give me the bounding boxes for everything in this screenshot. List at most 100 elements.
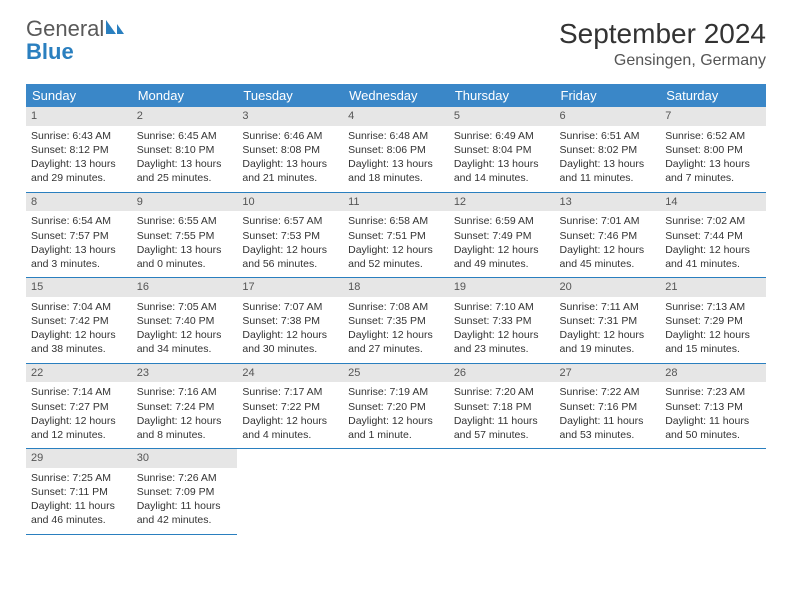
sunrise-text: Sunrise: 6:54 AM bbox=[31, 214, 127, 228]
daylight-text: and 21 minutes. bbox=[242, 171, 338, 185]
calendar-day-cell: 9Sunrise: 6:55 AMSunset: 7:55 PMDaylight… bbox=[132, 192, 238, 278]
daylight-text: Daylight: 13 hours bbox=[348, 157, 444, 171]
daylight-text: and 52 minutes. bbox=[348, 257, 444, 271]
daylight-text: and 8 minutes. bbox=[137, 428, 233, 442]
calendar-week-row: 22Sunrise: 7:14 AMSunset: 7:27 PMDayligh… bbox=[26, 363, 766, 449]
sunset-text: Sunset: 7:38 PM bbox=[242, 314, 338, 328]
weekday-header: Saturday bbox=[660, 84, 766, 107]
logo-word2: Blue bbox=[26, 41, 126, 63]
sunset-text: Sunset: 7:51 PM bbox=[348, 229, 444, 243]
sunset-text: Sunset: 7:29 PM bbox=[665, 314, 761, 328]
day-number: 12 bbox=[449, 193, 555, 212]
sunset-text: Sunset: 7:11 PM bbox=[31, 485, 127, 499]
calendar-day-cell: 23Sunrise: 7:16 AMSunset: 7:24 PMDayligh… bbox=[132, 363, 238, 449]
sunset-text: Sunset: 8:02 PM bbox=[560, 143, 656, 157]
sunset-text: Sunset: 8:06 PM bbox=[348, 143, 444, 157]
sunset-text: Sunset: 7:35 PM bbox=[348, 314, 444, 328]
sunrise-text: Sunrise: 7:25 AM bbox=[31, 471, 127, 485]
calendar-day-cell bbox=[343, 449, 449, 535]
title-block: September 2024 Gensingen, Germany bbox=[559, 18, 766, 70]
calendar-day-cell bbox=[555, 449, 661, 535]
daylight-text: Daylight: 11 hours bbox=[454, 414, 550, 428]
day-number: 24 bbox=[237, 364, 343, 383]
day-number: 7 bbox=[660, 107, 766, 126]
daylight-text: Daylight: 13 hours bbox=[665, 157, 761, 171]
daylight-text: Daylight: 12 hours bbox=[348, 414, 444, 428]
day-number: 9 bbox=[132, 193, 238, 212]
calendar-day-cell: 13Sunrise: 7:01 AMSunset: 7:46 PMDayligh… bbox=[555, 192, 661, 278]
daylight-text: and 4 minutes. bbox=[242, 428, 338, 442]
calendar-day-cell: 29Sunrise: 7:25 AMSunset: 7:11 PMDayligh… bbox=[26, 449, 132, 535]
calendar-day-cell: 26Sunrise: 7:20 AMSunset: 7:18 PMDayligh… bbox=[449, 363, 555, 449]
calendar-day-cell: 22Sunrise: 7:14 AMSunset: 7:27 PMDayligh… bbox=[26, 363, 132, 449]
daylight-text: Daylight: 12 hours bbox=[665, 243, 761, 257]
day-number: 15 bbox=[26, 278, 132, 297]
day-number: 26 bbox=[449, 364, 555, 383]
daylight-text: Daylight: 13 hours bbox=[454, 157, 550, 171]
daylight-text: and 38 minutes. bbox=[31, 342, 127, 356]
calendar-table: Sunday Monday Tuesday Wednesday Thursday… bbox=[26, 84, 766, 535]
day-number: 14 bbox=[660, 193, 766, 212]
daylight-text: and 15 minutes. bbox=[665, 342, 761, 356]
day-number: 2 bbox=[132, 107, 238, 126]
sunrise-text: Sunrise: 6:55 AM bbox=[137, 214, 233, 228]
weekday-header: Tuesday bbox=[237, 84, 343, 107]
day-number: 6 bbox=[555, 107, 661, 126]
day-number: 30 bbox=[132, 449, 238, 468]
daylight-text: and 50 minutes. bbox=[665, 428, 761, 442]
calendar-day-cell: 16Sunrise: 7:05 AMSunset: 7:40 PMDayligh… bbox=[132, 278, 238, 364]
sunrise-text: Sunrise: 7:20 AM bbox=[454, 385, 550, 399]
sunrise-text: Sunrise: 7:23 AM bbox=[665, 385, 761, 399]
day-number: 18 bbox=[343, 278, 449, 297]
calendar-day-cell: 6Sunrise: 6:51 AMSunset: 8:02 PMDaylight… bbox=[555, 107, 661, 192]
daylight-text: and 19 minutes. bbox=[560, 342, 656, 356]
sunset-text: Sunset: 7:13 PM bbox=[665, 400, 761, 414]
day-number: 3 bbox=[237, 107, 343, 126]
calendar-day-cell: 11Sunrise: 6:58 AMSunset: 7:51 PMDayligh… bbox=[343, 192, 449, 278]
sunset-text: Sunset: 7:16 PM bbox=[560, 400, 656, 414]
weekday-header: Monday bbox=[132, 84, 238, 107]
sunrise-text: Sunrise: 7:11 AM bbox=[560, 300, 656, 314]
sunrise-text: Sunrise: 6:57 AM bbox=[242, 214, 338, 228]
daylight-text: and 18 minutes. bbox=[348, 171, 444, 185]
sunrise-text: Sunrise: 6:48 AM bbox=[348, 129, 444, 143]
calendar-day-cell: 1Sunrise: 6:43 AMSunset: 8:12 PMDaylight… bbox=[26, 107, 132, 192]
calendar-day-cell: 14Sunrise: 7:02 AMSunset: 7:44 PMDayligh… bbox=[660, 192, 766, 278]
daylight-text: and 34 minutes. bbox=[137, 342, 233, 356]
day-number: 20 bbox=[555, 278, 661, 297]
sunrise-text: Sunrise: 6:49 AM bbox=[454, 129, 550, 143]
daylight-text: Daylight: 12 hours bbox=[137, 414, 233, 428]
day-number: 5 bbox=[449, 107, 555, 126]
daylight-text: Daylight: 12 hours bbox=[665, 328, 761, 342]
daylight-text: and 30 minutes. bbox=[242, 342, 338, 356]
sunrise-text: Sunrise: 7:14 AM bbox=[31, 385, 127, 399]
daylight-text: Daylight: 12 hours bbox=[31, 328, 127, 342]
sunrise-text: Sunrise: 7:22 AM bbox=[560, 385, 656, 399]
day-number: 17 bbox=[237, 278, 343, 297]
logo: General Blue bbox=[26, 18, 126, 63]
daylight-text: and 45 minutes. bbox=[560, 257, 656, 271]
calendar-day-cell: 10Sunrise: 6:57 AMSunset: 7:53 PMDayligh… bbox=[237, 192, 343, 278]
daylight-text: and 11 minutes. bbox=[560, 171, 656, 185]
weekday-header: Friday bbox=[555, 84, 661, 107]
sunrise-text: Sunrise: 7:01 AM bbox=[560, 214, 656, 228]
day-number: 1 bbox=[26, 107, 132, 126]
day-number: 28 bbox=[660, 364, 766, 383]
day-number: 19 bbox=[449, 278, 555, 297]
sunrise-text: Sunrise: 6:46 AM bbox=[242, 129, 338, 143]
calendar-day-cell: 8Sunrise: 6:54 AMSunset: 7:57 PMDaylight… bbox=[26, 192, 132, 278]
calendar-day-cell bbox=[449, 449, 555, 535]
sunset-text: Sunset: 7:27 PM bbox=[31, 400, 127, 414]
daylight-text: Daylight: 12 hours bbox=[137, 328, 233, 342]
sunset-text: Sunset: 7:33 PM bbox=[454, 314, 550, 328]
daylight-text: Daylight: 11 hours bbox=[560, 414, 656, 428]
daylight-text: Daylight: 11 hours bbox=[31, 499, 127, 513]
calendar-day-cell bbox=[660, 449, 766, 535]
weekday-header-row: Sunday Monday Tuesday Wednesday Thursday… bbox=[26, 84, 766, 107]
sunrise-text: Sunrise: 7:10 AM bbox=[454, 300, 550, 314]
sunrise-text: Sunrise: 6:58 AM bbox=[348, 214, 444, 228]
daylight-text: Daylight: 12 hours bbox=[348, 243, 444, 257]
sunset-text: Sunset: 7:49 PM bbox=[454, 229, 550, 243]
calendar-day-cell: 25Sunrise: 7:19 AMSunset: 7:20 PMDayligh… bbox=[343, 363, 449, 449]
daylight-text: and 29 minutes. bbox=[31, 171, 127, 185]
